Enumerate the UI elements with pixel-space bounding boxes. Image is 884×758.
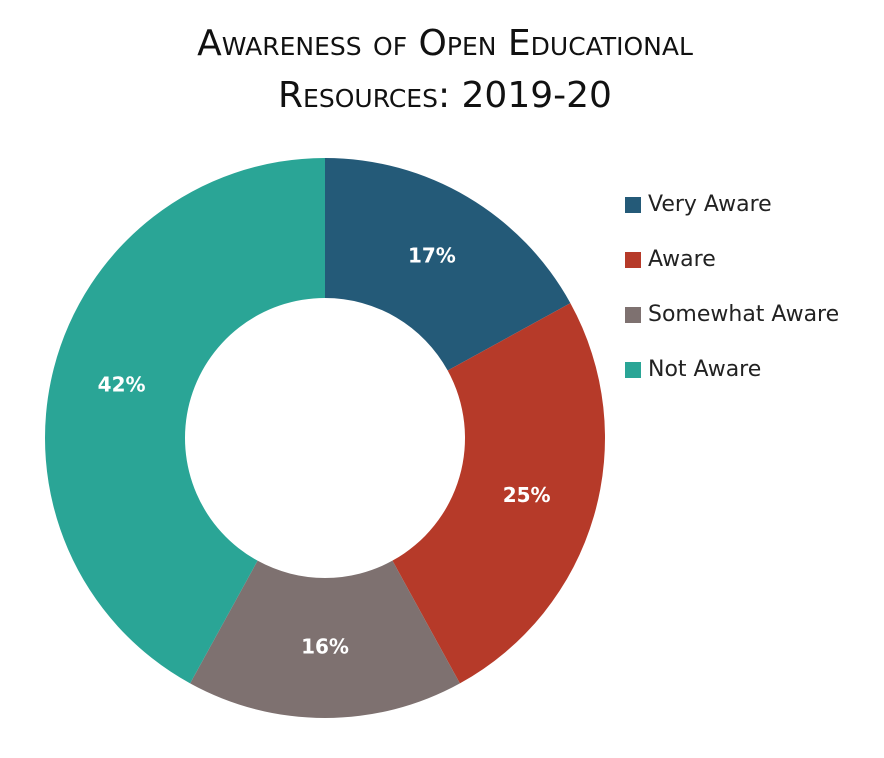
value-label: 16%: [301, 635, 349, 659]
legend-swatch: [625, 197, 641, 213]
donut-slice: [45, 158, 325, 684]
chart-title: Awareness of Open Educational Resources:…: [197, 23, 693, 116]
donut-slice: [190, 560, 460, 718]
legend-label: Somewhat Aware: [648, 302, 839, 327]
value-label: 25%: [503, 483, 551, 507]
legend-swatch: [625, 252, 641, 268]
legend-swatch: [625, 307, 641, 323]
legend-label: Not Aware: [648, 357, 761, 382]
legend-label: Very Aware: [648, 192, 772, 217]
donut-slice: [392, 303, 605, 684]
value-label: 17%: [408, 244, 456, 268]
value-label: 42%: [98, 372, 146, 396]
donut-slice: [325, 158, 571, 371]
legend-swatch: [625, 362, 641, 378]
legend-label: Aware: [648, 247, 716, 272]
